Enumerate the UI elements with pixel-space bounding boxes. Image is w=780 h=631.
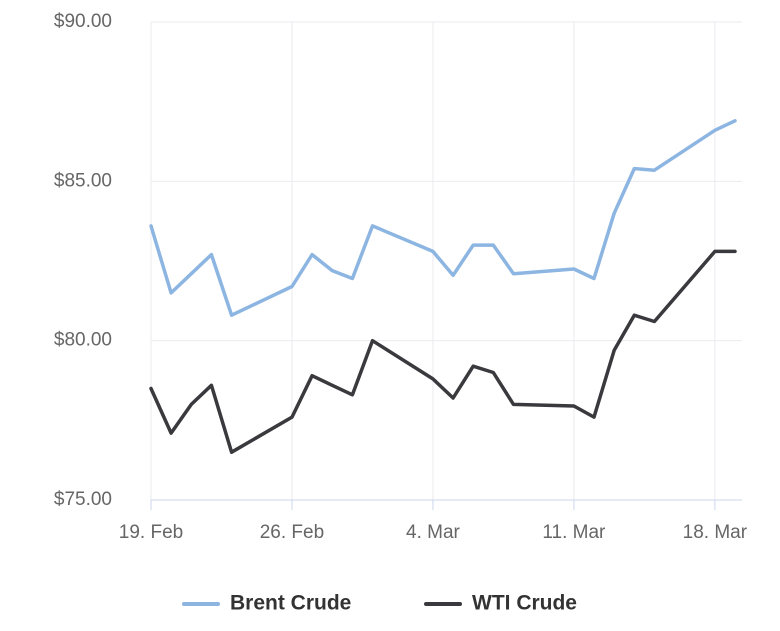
y-tick-label: $80.00: [54, 330, 112, 351]
x-tick-label: 26. Feb: [260, 522, 324, 543]
x-tick-label: 18. Mar: [683, 522, 748, 543]
x-tick-label: 19. Feb: [119, 522, 183, 543]
y-tick-label: $85.00: [54, 170, 112, 191]
legend-label: Brent Crude: [230, 592, 351, 615]
y-tick-label: $90.00: [54, 11, 112, 32]
series-line: [149, 249, 737, 454]
x-tick-label: 11. Mar: [542, 522, 606, 543]
series-line: [149, 119, 737, 317]
x-tick-label: 4. Mar: [406, 522, 461, 543]
legend-label: WTI Crude: [472, 592, 577, 615]
y-tick-label: $75.00: [54, 489, 112, 510]
